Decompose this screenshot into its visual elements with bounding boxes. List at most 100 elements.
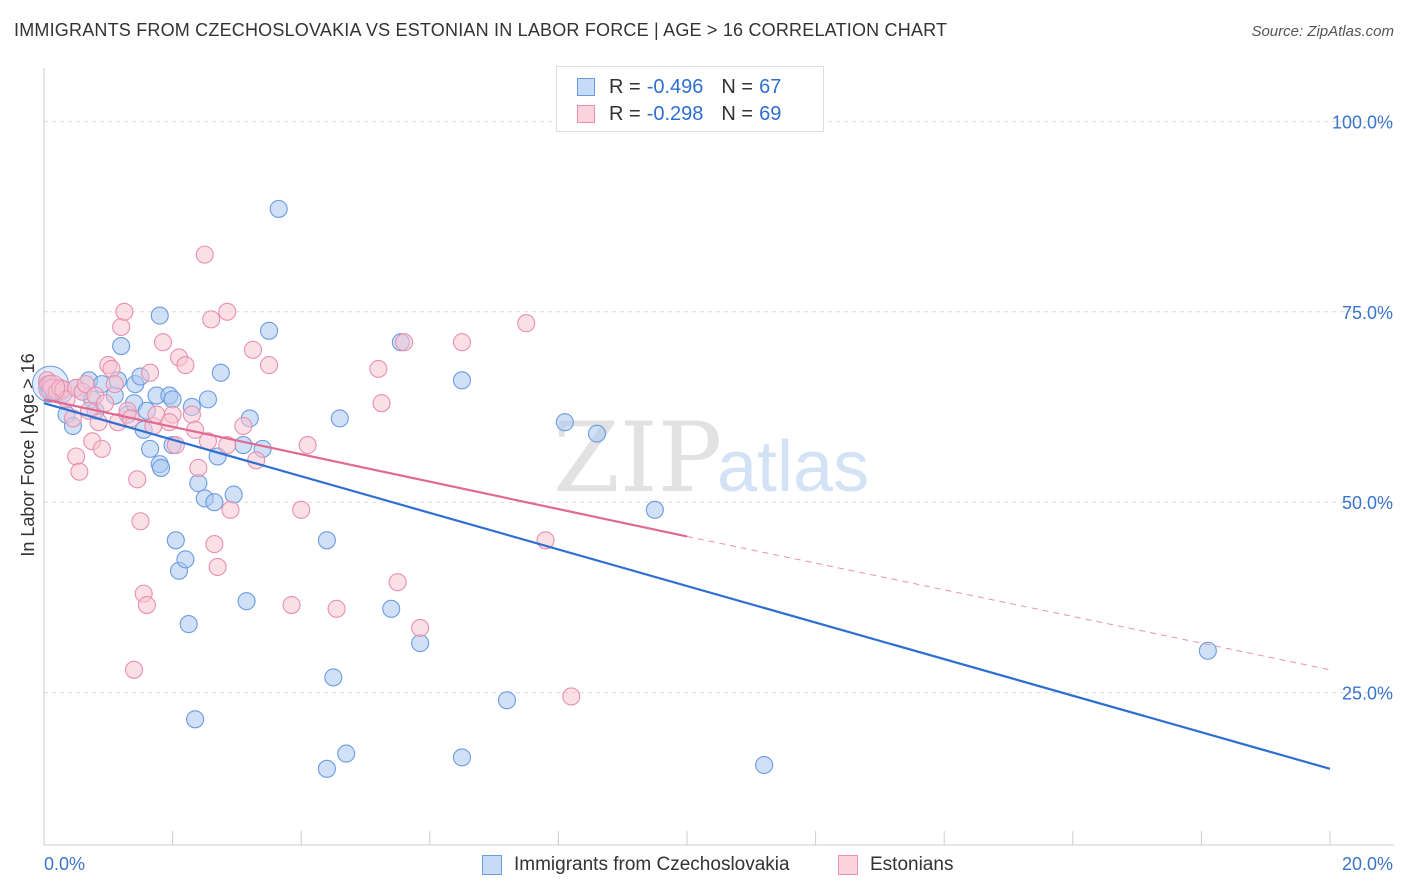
watermark: ZIP atlas xyxy=(553,402,869,514)
data-point xyxy=(67,447,86,466)
legend-row-estonians: R = -0.298 N = 69 xyxy=(577,100,781,128)
legend-r-value: -0.298 xyxy=(646,102,704,125)
bottom-legend-label: Estonians xyxy=(870,854,954,875)
data-point xyxy=(1198,641,1217,660)
data-point xyxy=(92,439,111,458)
data-point xyxy=(150,306,169,325)
data-point xyxy=(218,436,237,455)
data-point xyxy=(189,474,208,493)
y-tick-label: 75.0% xyxy=(1342,303,1393,323)
data-point xyxy=(337,744,356,763)
data-point xyxy=(517,314,536,333)
legend-r-value: -0.496 xyxy=(646,75,704,98)
data-point xyxy=(395,333,414,352)
data-point xyxy=(124,660,144,679)
data-point xyxy=(115,302,134,321)
data-point xyxy=(176,356,195,375)
data-point xyxy=(452,333,472,352)
x-tick-label: 0.0% xyxy=(44,854,85,874)
data-point xyxy=(105,375,124,394)
watermark-atlas: atlas xyxy=(717,427,869,507)
data-point xyxy=(411,618,430,637)
data-point xyxy=(186,710,205,729)
data-point xyxy=(137,595,156,615)
legend-n-value: 67 xyxy=(759,75,782,98)
series-estonians-points xyxy=(38,245,581,706)
data-point xyxy=(166,531,185,550)
data-point xyxy=(282,595,301,615)
data-point xyxy=(259,321,279,340)
data-point xyxy=(202,310,221,329)
y-tick-label: 50.0% xyxy=(1342,493,1393,513)
data-point xyxy=(411,634,430,653)
data-point xyxy=(327,599,346,618)
data-point xyxy=(259,356,279,375)
axes xyxy=(43,68,1394,846)
tick-labels: 25.0% 50.0% 75.0% 100.0% 0.0% 20.0% xyxy=(44,112,1393,874)
legend-swatch-pink xyxy=(577,105,595,123)
data-point xyxy=(112,317,131,337)
data-point xyxy=(63,409,82,428)
data-point xyxy=(195,245,214,264)
data-point xyxy=(562,687,581,706)
data-point xyxy=(179,615,198,634)
data-point xyxy=(189,458,208,477)
bottom-legend-estonians: Estonians xyxy=(838,851,953,879)
data-point xyxy=(234,436,253,455)
data-point xyxy=(128,470,147,489)
data-point xyxy=(234,416,253,436)
data-point xyxy=(330,409,349,428)
bottom-legend-czechoslovakia: Immigrants from Czechoslovakia xyxy=(482,851,790,879)
legend-n-label: N = xyxy=(721,102,754,125)
data-point xyxy=(587,424,607,443)
data-point xyxy=(221,500,240,519)
data-point xyxy=(198,390,218,409)
y-tick-label: 100.0% xyxy=(1332,112,1393,132)
legend-n-value: 69 xyxy=(759,102,782,125)
stats-legend: R = -0.496 N = 67 R = -0.298 N = 69 xyxy=(556,66,824,132)
data-point xyxy=(131,512,150,531)
chart-title: IMMIGRANTS FROM CZECHOSLOVAKIA VS ESTONI… xyxy=(14,20,948,40)
data-point xyxy=(298,436,317,455)
data-point xyxy=(755,755,774,775)
data-point xyxy=(324,668,343,687)
data-point xyxy=(382,599,401,618)
y-tick-label: 25.0% xyxy=(1342,684,1393,704)
legend-swatch-blue xyxy=(577,78,595,96)
legend-row-czechoslovakia: R = -0.496 N = 67 xyxy=(577,73,781,101)
data-point xyxy=(369,359,388,378)
trend-line xyxy=(43,398,688,538)
data-point xyxy=(141,439,160,458)
data-point xyxy=(70,462,89,481)
legend-r-label: R = xyxy=(609,75,641,98)
data-point xyxy=(372,394,391,413)
data-point xyxy=(176,550,195,569)
data-point xyxy=(151,458,171,477)
data-point xyxy=(555,413,574,432)
data-point xyxy=(218,302,237,321)
data-point xyxy=(317,759,336,778)
data-point xyxy=(497,691,517,710)
data-point xyxy=(211,363,230,382)
data-point xyxy=(224,485,243,504)
data-point xyxy=(141,363,160,382)
bottom-legend-label: Immigrants from Czechoslovakia xyxy=(514,854,790,875)
watermark-zip: ZIP xyxy=(553,402,722,514)
data-point xyxy=(205,493,224,512)
bottom-legend-swatch-pink xyxy=(838,855,858,875)
data-point xyxy=(388,573,407,592)
trend-line-extension xyxy=(686,535,1331,671)
legend-r-label: R = xyxy=(609,102,641,125)
bottom-legend-swatch-blue xyxy=(482,855,502,875)
data-point xyxy=(163,390,182,409)
trend-line xyxy=(43,402,1331,770)
data-point xyxy=(292,500,311,519)
data-point xyxy=(452,371,472,390)
data-point xyxy=(237,592,256,611)
data-point xyxy=(182,405,201,424)
data-point xyxy=(243,340,263,359)
trend-lines xyxy=(43,398,1331,770)
legend-n-label: N = xyxy=(721,75,754,98)
x-tick-label: 20.0% xyxy=(1342,854,1393,874)
